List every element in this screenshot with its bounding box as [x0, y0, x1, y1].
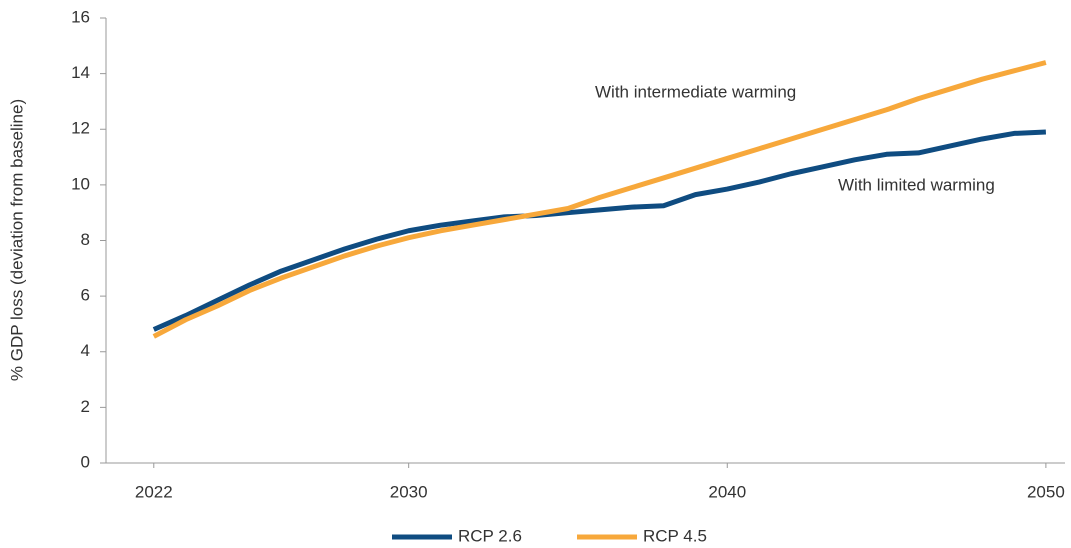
y-tick-label: 4 [81, 341, 90, 360]
y-tick-label: 16 [71, 7, 90, 26]
y-tick-label: 12 [71, 119, 90, 138]
annotation: With limited warming [838, 175, 995, 194]
y-tick-label: 8 [81, 230, 90, 249]
line-series [152, 129, 1046, 332]
annotation: With intermediate warming [595, 82, 796, 101]
y-axis-label: % GDP loss (deviation from baseline) [7, 99, 26, 381]
x-tick-label: 2022 [135, 482, 173, 501]
y-tick-label: 14 [71, 63, 90, 82]
x-tick-label: 2050 [1027, 482, 1065, 501]
legend-label: RCP 2.6 [458, 526, 522, 545]
line-series [152, 60, 1047, 339]
y-tick-label: 2 [81, 397, 90, 416]
x-tick-label: 2030 [390, 482, 428, 501]
y-tick-label: 0 [81, 452, 90, 471]
y-tick-label: 10 [71, 174, 90, 193]
legend-label: RCP 4.5 [643, 526, 707, 545]
y-tick-label: 6 [81, 286, 90, 305]
x-tick-label: 2040 [708, 482, 746, 501]
